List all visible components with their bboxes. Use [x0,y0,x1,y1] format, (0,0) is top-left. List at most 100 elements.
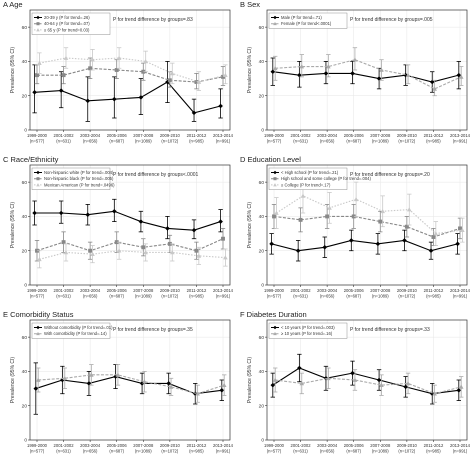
data-point-0-3 [349,238,354,243]
legend-label-0: 20-39 y (P for trend=.26) [44,15,90,20]
data-point-0-5 [165,79,170,85]
x-n-label-6: (n=985) [189,449,204,454]
series-0 [269,229,460,262]
data-point-2-1 [63,55,69,60]
trend-text: P for trend difference by groups=.20 [350,172,430,178]
y-tick-label-2: 40 [259,59,265,65]
legend-marker-0 [36,15,40,20]
x-tick-label-4: 2007-2008 [370,443,391,448]
x-n-label-0: (n=577) [30,294,45,299]
panel-title: F Diabetes Duration [240,310,307,319]
x-tick-label-2: 2003-2004 [317,443,338,448]
legend-box [268,322,348,339]
data-point-1-2 [326,64,331,69]
x-tick-label-2: 2003-2004 [317,133,338,138]
data-point-0-0 [32,89,37,95]
x-n-label-4: (n=1089) [372,449,389,454]
trend-text: P for trend difference by groups=.35 [113,327,193,333]
panel-title: E Comorbidity Status [3,310,74,319]
x-tick-label-5: 2009-2010 [397,288,418,293]
legend: Male (P for trend=.71)Female (P for tren… [268,12,348,29]
data-point-1-0 [35,248,39,253]
x-tick-label-7: 2013-2014 [450,288,471,293]
data-point-0-0 [33,386,39,391]
legend-box [31,167,111,190]
x-n-label-3: (n=687) [346,139,361,144]
panel-title: A Age [3,0,23,9]
x-tick-label-1: 2001-2002 [291,443,312,448]
y-tick-label-1: 20 [259,248,265,254]
data-point-0-3 [350,71,355,76]
x-n-label-1: (n=631) [293,449,308,454]
data-point-0-1 [58,210,64,216]
legend-label-0: Male (P for trend=.71) [281,15,322,20]
data-point-1-0 [272,377,278,382]
series-0 [270,57,462,93]
data-point-1-3 [351,214,356,219]
legend: Non-hispanic white (P for trend=.004)Non… [31,167,115,190]
data-point-1-1 [61,73,66,78]
y-axis-label: Prevalence (95% CI) [10,202,16,248]
legend-box [31,12,111,35]
data-point-0-5 [402,238,407,243]
y-tick-label-0: 0 [24,438,27,444]
data-point-1-1 [61,240,66,245]
x-tick-label-5: 2009-2010 [397,443,418,448]
x-n-label-3: (n=687) [346,449,361,454]
x-n-label-0: (n=577) [267,139,282,144]
x-n-label-7: (n=991) [216,139,231,144]
data-point-1-3 [114,68,119,72]
legend-marker-0 [36,325,40,330]
data-point-0-4 [138,95,144,100]
data-point-1-4 [378,219,383,224]
x-n-label-4: (n=1089) [372,139,389,144]
data-point-1-5 [167,78,172,83]
data-point-0-7 [218,219,223,224]
x-tick-label-3: 2005-2006 [344,133,365,138]
y-axis-label: Prevalence (95% CI) [247,357,253,403]
legend-marker-1 [273,21,277,26]
x-n-label-1: (n=631) [293,139,308,144]
x-tick-label-6: 2011-2012 [424,133,444,138]
legend: Without comorbidity (P for trend=.01)Wit… [31,322,113,339]
x-tick-label-3: 2005-2006 [107,443,128,448]
series-0 [33,362,225,415]
data-point-1-1 [62,375,68,381]
x-n-label-5: (n=1072) [161,449,178,454]
x-n-label-7: (n=991) [216,449,231,454]
x-tick-label-4: 2007-2008 [370,288,391,293]
x-tick-label-0: 1999-2000 [27,133,48,138]
legend: < 10 years (P for trend=.003)≥ 10 years … [268,322,348,339]
legend: 20-39 y (P for trend=.26)40-64 y (P for … [31,12,111,35]
x-tick-label-6: 2011-2012 [187,133,207,138]
x-n-label-7: (n=991) [453,139,468,144]
plot-frame [29,9,231,131]
x-tick-label-5: 2009-2010 [160,133,181,138]
x-tick-label-0: 1999-2000 [27,443,48,448]
x-n-label-4: (n=1089) [135,449,152,454]
data-point-1-6 [194,248,199,253]
data-point-1-0 [272,65,278,71]
x-n-label-3: (n=687) [109,294,124,299]
x-n-label-2: (n=656) [320,139,335,144]
plot-frame [29,164,231,286]
plot-frame [266,9,468,131]
y-tick-label-1: 20 [22,248,28,254]
legend-marker-0 [36,170,40,175]
data-point-1-5 [405,381,411,386]
data-point-0-7 [219,387,225,393]
y-tick-label-0: 0 [24,283,27,289]
data-point-1-0 [35,377,41,382]
x-tick-label-2: 2003-2004 [80,133,101,138]
legend-marker-0 [273,325,277,330]
legend-label-1: 40-64 y (P for trend=.07) [44,21,90,26]
series-1 [272,47,464,97]
legend-label-0: Non-hispanic white (P for trend=.004) [44,170,114,175]
data-point-2-7 [223,72,228,77]
data-point-1-5 [405,72,411,77]
x-n-label-3: (n=687) [109,449,124,454]
data-point-0-5 [166,381,171,386]
series-0 [32,61,223,122]
series-line-2 [39,250,226,260]
y-axis-label: Prevalence (95% CI) [10,357,16,403]
